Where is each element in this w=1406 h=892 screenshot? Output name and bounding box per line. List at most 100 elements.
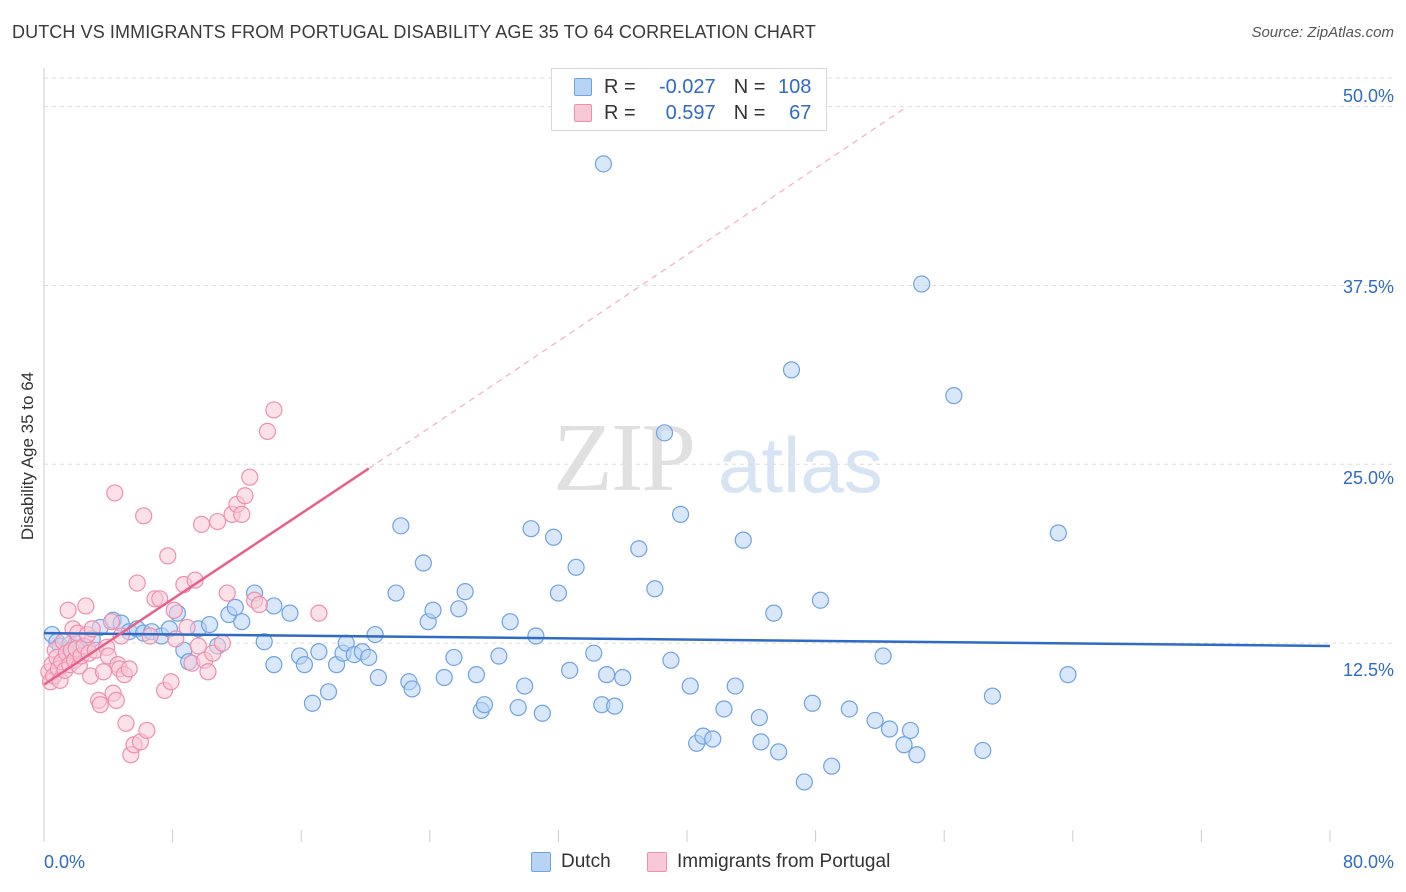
dutch-point (866, 711, 884, 730)
dutch-point (509, 698, 527, 717)
dutch-point (1049, 524, 1067, 542)
dutch-point (823, 757, 841, 775)
portugal-point (178, 618, 196, 637)
legend-row-dutch: R = -0.027 N = 108 (552, 74, 811, 100)
dutch-point (662, 651, 680, 669)
dutch-point (522, 520, 540, 538)
portugal-point (199, 663, 217, 681)
dutch-point (456, 583, 474, 601)
dutch-point (265, 597, 283, 615)
legend-swatch-portugal (647, 852, 667, 872)
portugal-point (218, 584, 236, 602)
portugal-point (250, 595, 269, 614)
dutch-point (369, 668, 387, 687)
legend-r-key: R = (604, 75, 636, 98)
legend-label-portugal: Immigrants from Portugal (677, 851, 891, 872)
dutch-trendline (43, 631, 1331, 648)
portugal-point (138, 721, 156, 740)
dutch-point (561, 661, 579, 679)
dutch-point (255, 633, 273, 651)
dutch-point (549, 584, 568, 602)
y-axis-label: Disability Age 35 to 64 (18, 371, 37, 541)
dutch-point (424, 601, 442, 619)
legend-r-value: 0.597 (665, 101, 716, 124)
dutch-point (450, 600, 468, 618)
dutch-point (445, 648, 463, 667)
dutch-point (392, 517, 410, 535)
dutch-point (840, 700, 858, 718)
portugal-point (265, 401, 283, 419)
dutch-point (319, 683, 338, 701)
portugal-point (135, 507, 153, 525)
watermark-zip: ZIP (553, 404, 696, 512)
x-tick-label: 80.0% (1342, 852, 1394, 872)
portugal-point (77, 597, 95, 615)
dutch-point (403, 680, 421, 698)
legend-swatch-dutch (574, 78, 592, 96)
legend-item-dutch: Dutch (531, 851, 611, 873)
dutch-point (594, 155, 613, 173)
dutch-point (630, 540, 648, 558)
y-tick-label: 50.0% (1342, 86, 1394, 106)
portugal-point (209, 512, 227, 531)
dutch-point (750, 708, 768, 727)
portugal-point (94, 663, 113, 681)
dutch-point (803, 694, 821, 712)
dutch-point (226, 598, 244, 616)
dutch-point (265, 656, 283, 674)
dutch-point (533, 704, 551, 722)
dutch-point (752, 733, 770, 751)
dutch-point (233, 613, 251, 631)
dutch-point (655, 424, 674, 442)
portugal-point (106, 484, 124, 502)
portugal-point (162, 673, 180, 691)
dutch-point (874, 647, 892, 665)
dutch-point (598, 666, 616, 684)
portugal-point (117, 714, 135, 732)
dutch-point (527, 627, 545, 645)
y-tick-label: 25.0% (1342, 468, 1394, 488)
source-label: Source: ZipAtlas.com (1251, 24, 1394, 41)
dutch-point (681, 677, 699, 695)
dutch-point (765, 604, 783, 622)
dutch-point (908, 746, 926, 764)
portugal-point (59, 601, 77, 619)
legend-item-portugal: Immigrants from Portugal (647, 851, 890, 873)
portugal-point (159, 547, 177, 565)
portugal-point (102, 613, 121, 631)
dutch-point (671, 505, 690, 523)
portugal-point (213, 634, 232, 652)
legend-label-dutch: Dutch (561, 851, 611, 872)
dutch-point (585, 644, 603, 662)
legend-n-value: 108 (778, 75, 812, 98)
portugal-point (258, 422, 277, 440)
x-tick-label: 0.0% (44, 852, 86, 872)
dutch-point (366, 625, 384, 644)
dutch-point (435, 668, 453, 687)
legend-n-key: N = (733, 75, 766, 98)
dutch-point (811, 591, 830, 609)
portugal-point (165, 601, 183, 619)
portugal-point (241, 468, 259, 486)
dutch-point (974, 741, 992, 760)
dutch-point (782, 361, 801, 379)
dutch-point (516, 677, 534, 695)
dutch-point (770, 743, 788, 761)
series-legend: Dutch Immigrants from Portugal (0, 851, 1406, 877)
legend-row-portugal: R = 0.597 N = 67 (552, 100, 811, 126)
dutch-point (726, 677, 744, 695)
dutch-point (501, 613, 519, 631)
portugal-point (310, 604, 328, 622)
dutch-point (567, 558, 585, 576)
dutch-point (281, 604, 299, 622)
dutch-point (387, 584, 405, 602)
portugal-point (128, 574, 146, 592)
portugal-point (120, 660, 138, 678)
dutch-point (614, 668, 632, 687)
portugal-trendline (43, 467, 370, 686)
legend-r-key: R = (604, 101, 636, 124)
portugal-point (107, 691, 125, 709)
dutch-point (795, 773, 813, 791)
chart-title: DUTCH VS IMMIGRANTS FROM PORTUGAL DISABI… (12, 22, 816, 42)
dutch-point (734, 531, 752, 549)
